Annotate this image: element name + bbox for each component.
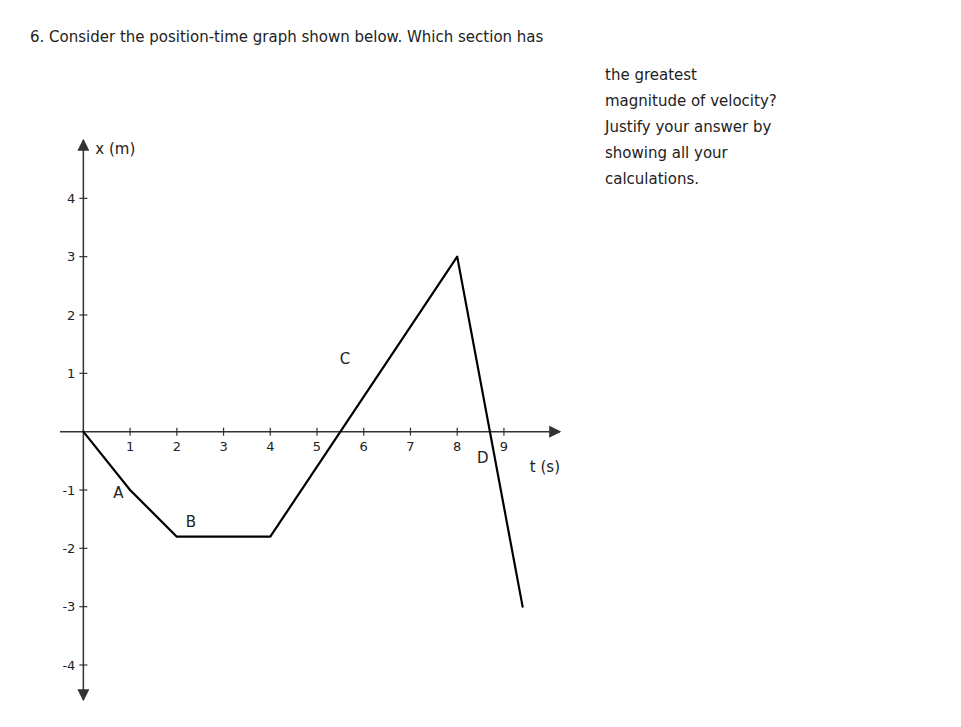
y-tick — [79, 489, 87, 490]
x-axis-line — [60, 431, 560, 433]
y-tick-label: 1 — [67, 366, 75, 381]
x-tick — [176, 428, 177, 436]
x-tick — [223, 428, 224, 436]
annotations: A B C D — [113, 350, 488, 531]
x-tick — [410, 428, 411, 436]
x-tick — [503, 428, 504, 436]
y-tick — [79, 664, 87, 665]
y-tick-label: 2 — [67, 308, 75, 323]
y-tick-label: -3 — [62, 599, 75, 614]
x-tick — [363, 428, 364, 436]
x-tick-label: 7 — [406, 439, 414, 454]
y-tick — [79, 314, 87, 315]
y-axis-line — [83, 140, 85, 700]
position-line — [83, 257, 522, 607]
y-tick-label: 3 — [67, 249, 75, 264]
x-tick-label: 3 — [219, 439, 227, 454]
axes: 1 2 3 4 5 6 7 8 9 -4 -3 -2 -1 1 2 3 4 — [60, 140, 560, 700]
x-tick-label: 9 — [500, 439, 508, 454]
subtitle-line: magnitude of velocity? — [605, 92, 777, 110]
subtitle-line: showing all your — [605, 144, 729, 162]
x-tick — [316, 428, 317, 436]
title: 6. Consider the position-time graph show… — [30, 28, 544, 46]
y-tick-label: -4 — [62, 658, 75, 673]
y-tick — [79, 256, 87, 257]
section-label: D — [477, 449, 489, 467]
x-tick — [457, 428, 458, 436]
x-tick-label: 8 — [453, 439, 461, 454]
y-tick-label: 4 — [67, 191, 75, 206]
x-axis-label: t (s) — [530, 458, 560, 476]
x-tick-label: 6 — [360, 439, 368, 454]
y-tick — [79, 548, 87, 549]
x-tick-label: 1 — [126, 439, 134, 454]
x-tick — [129, 428, 130, 436]
y-tick-label: -2 — [62, 541, 75, 556]
chart-svg: 6. Consider the position-time graph show… — [0, 0, 961, 727]
subtitle-line: calculations. — [605, 170, 699, 188]
x-tick — [270, 428, 271, 436]
subtitle-line: Justify your answer by — [604, 118, 771, 136]
y-tick — [79, 198, 87, 199]
chart-container: 6. Consider the position-time graph show… — [0, 0, 961, 727]
section-label: A — [113, 484, 124, 502]
y-tick — [79, 373, 87, 374]
x-tick-label: 4 — [266, 439, 274, 454]
subtitle-line: the greatest — [605, 66, 697, 84]
y-axis-label: x (m) — [95, 140, 135, 158]
plot-area — [83, 257, 522, 607]
section-label: C — [340, 350, 350, 368]
x-tick-label: 2 — [173, 439, 181, 454]
y-tick-label: -1 — [62, 483, 75, 498]
page: {"chart_data": {"type": "line", "title":… — [0, 0, 961, 727]
x-tick-label: 5 — [313, 439, 321, 454]
section-label: B — [186, 513, 196, 531]
y-tick — [79, 606, 87, 607]
